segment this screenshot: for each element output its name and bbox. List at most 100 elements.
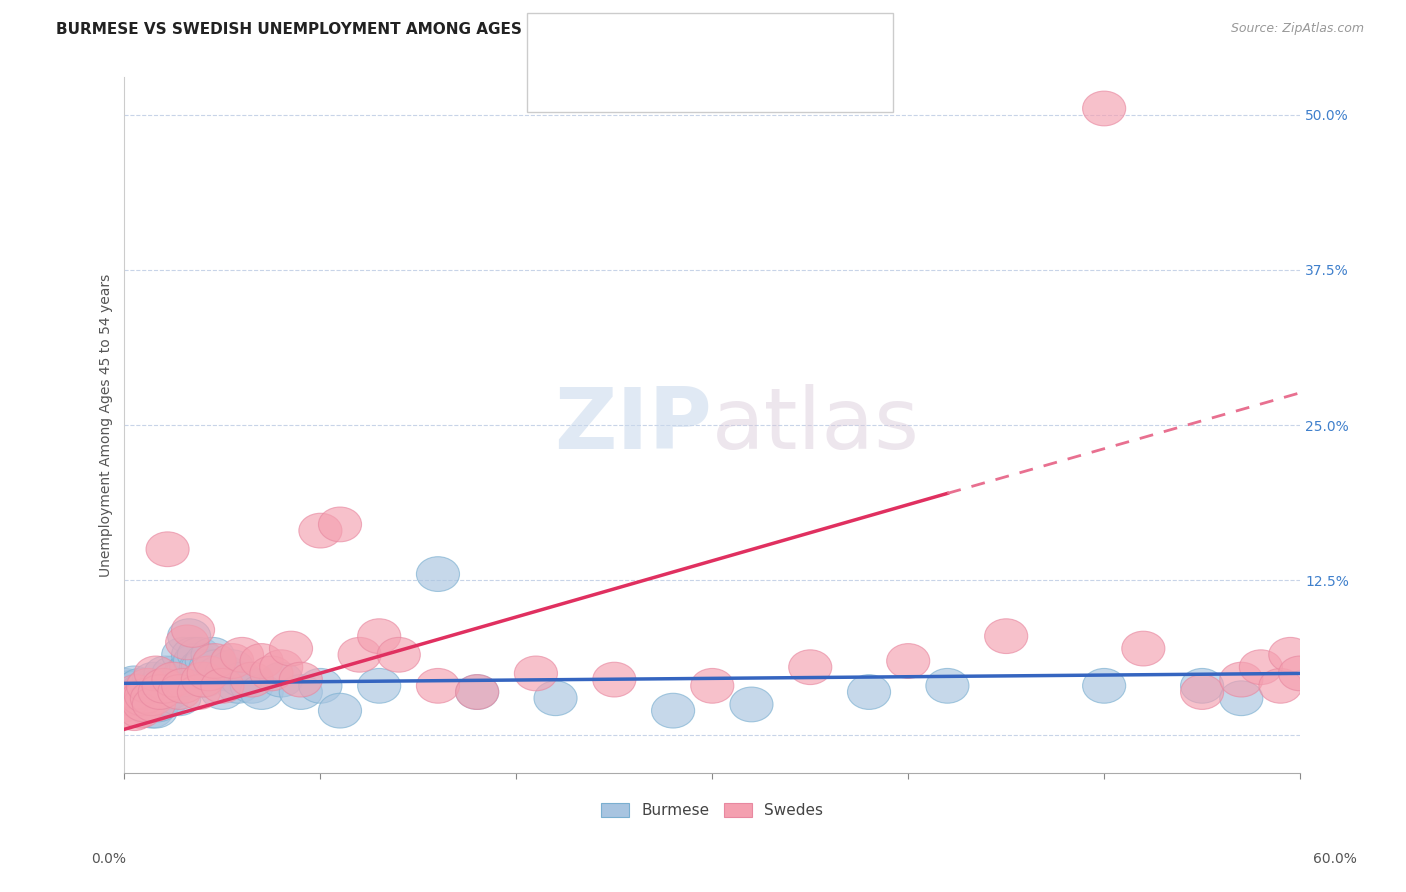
- Text: BURMESE VS SWEDISH UNEMPLOYMENT AMONG AGES 45 TO 54 YEARS CORRELATION CHART: BURMESE VS SWEDISH UNEMPLOYMENT AMONG AG…: [56, 22, 853, 37]
- Ellipse shape: [157, 674, 201, 709]
- Ellipse shape: [1239, 649, 1282, 684]
- Ellipse shape: [118, 668, 162, 703]
- Ellipse shape: [250, 656, 292, 690]
- Ellipse shape: [887, 644, 929, 679]
- Ellipse shape: [201, 668, 245, 703]
- Ellipse shape: [357, 668, 401, 703]
- Text: R = 0.307   N = 55: R = 0.307 N = 55: [583, 67, 741, 85]
- Ellipse shape: [150, 668, 193, 703]
- Ellipse shape: [318, 693, 361, 728]
- Ellipse shape: [515, 656, 558, 690]
- Ellipse shape: [183, 662, 226, 697]
- Ellipse shape: [128, 687, 172, 722]
- Ellipse shape: [132, 668, 176, 703]
- Ellipse shape: [1122, 632, 1166, 666]
- Ellipse shape: [177, 674, 221, 709]
- Ellipse shape: [1278, 656, 1322, 690]
- Ellipse shape: [187, 656, 231, 690]
- Ellipse shape: [456, 674, 499, 709]
- Ellipse shape: [180, 649, 222, 684]
- Ellipse shape: [132, 687, 176, 722]
- Ellipse shape: [170, 649, 212, 684]
- Ellipse shape: [984, 619, 1028, 654]
- Ellipse shape: [231, 662, 273, 697]
- Text: 60.0%: 60.0%: [1313, 852, 1357, 866]
- Ellipse shape: [111, 674, 153, 709]
- Ellipse shape: [160, 662, 202, 697]
- Ellipse shape: [456, 674, 499, 709]
- Text: 0.0%: 0.0%: [91, 852, 127, 866]
- Ellipse shape: [299, 668, 342, 703]
- Ellipse shape: [1220, 681, 1263, 715]
- Ellipse shape: [138, 674, 181, 709]
- Ellipse shape: [152, 662, 195, 697]
- Ellipse shape: [115, 674, 157, 709]
- Ellipse shape: [240, 644, 283, 679]
- Ellipse shape: [280, 662, 322, 697]
- Ellipse shape: [131, 693, 173, 728]
- Ellipse shape: [118, 693, 162, 728]
- Y-axis label: Unemployment Among Ages 45 to 54 years: Unemployment Among Ages 45 to 54 years: [100, 274, 114, 577]
- Ellipse shape: [162, 638, 205, 673]
- Ellipse shape: [157, 681, 201, 715]
- Ellipse shape: [162, 668, 205, 703]
- Ellipse shape: [416, 668, 460, 703]
- Ellipse shape: [152, 656, 195, 690]
- Ellipse shape: [1220, 662, 1263, 697]
- Ellipse shape: [280, 674, 322, 709]
- Ellipse shape: [318, 507, 361, 541]
- Ellipse shape: [221, 638, 263, 673]
- Ellipse shape: [191, 638, 235, 673]
- Ellipse shape: [172, 613, 215, 648]
- Ellipse shape: [173, 644, 217, 679]
- Ellipse shape: [153, 668, 197, 703]
- Ellipse shape: [148, 674, 191, 709]
- Ellipse shape: [136, 687, 180, 722]
- Ellipse shape: [190, 649, 232, 684]
- Ellipse shape: [211, 644, 254, 679]
- Ellipse shape: [112, 666, 156, 701]
- Ellipse shape: [1258, 668, 1302, 703]
- Ellipse shape: [166, 625, 208, 660]
- Ellipse shape: [299, 513, 342, 548]
- Ellipse shape: [221, 662, 263, 697]
- Ellipse shape: [166, 656, 208, 690]
- Ellipse shape: [103, 668, 146, 703]
- Ellipse shape: [205, 656, 247, 690]
- Ellipse shape: [1083, 91, 1126, 126]
- Ellipse shape: [181, 649, 225, 684]
- Ellipse shape: [172, 638, 215, 673]
- Ellipse shape: [270, 632, 312, 666]
- Ellipse shape: [211, 649, 254, 684]
- Ellipse shape: [201, 674, 245, 709]
- Ellipse shape: [181, 662, 225, 697]
- Ellipse shape: [143, 656, 187, 690]
- Text: ZIP: ZIP: [554, 384, 713, 467]
- Ellipse shape: [377, 638, 420, 673]
- Ellipse shape: [197, 656, 240, 690]
- Ellipse shape: [167, 619, 211, 654]
- Ellipse shape: [690, 668, 734, 703]
- Ellipse shape: [138, 668, 181, 703]
- Ellipse shape: [1181, 668, 1223, 703]
- Ellipse shape: [186, 644, 228, 679]
- Ellipse shape: [121, 673, 163, 708]
- Ellipse shape: [260, 662, 302, 697]
- Ellipse shape: [925, 668, 969, 703]
- Ellipse shape: [163, 656, 207, 690]
- Ellipse shape: [115, 671, 157, 706]
- Ellipse shape: [146, 681, 190, 715]
- Ellipse shape: [127, 668, 170, 703]
- Ellipse shape: [117, 677, 160, 712]
- Ellipse shape: [108, 681, 152, 715]
- Ellipse shape: [146, 532, 190, 566]
- Ellipse shape: [217, 668, 260, 703]
- Ellipse shape: [122, 687, 166, 722]
- Ellipse shape: [848, 674, 890, 709]
- Ellipse shape: [337, 638, 381, 673]
- Ellipse shape: [122, 681, 166, 715]
- Text: R = 0.051   N = 68: R = 0.051 N = 68: [583, 29, 741, 46]
- Ellipse shape: [134, 693, 177, 728]
- Ellipse shape: [132, 662, 176, 697]
- Ellipse shape: [121, 681, 163, 715]
